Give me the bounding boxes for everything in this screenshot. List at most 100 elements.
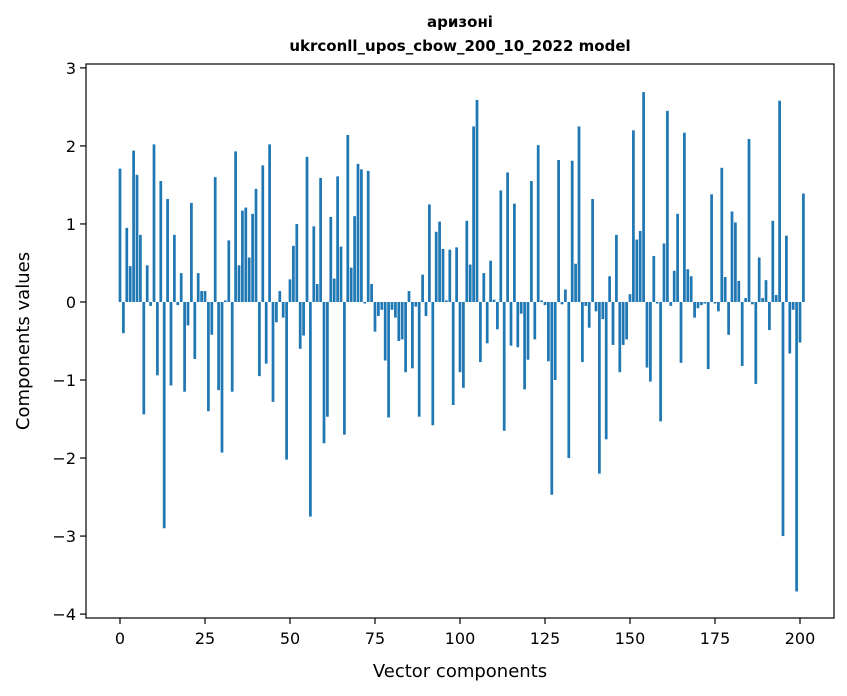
bar-119 (523, 301, 526, 390)
bar-78 (383, 301, 387, 361)
bar-61 (326, 301, 329, 417)
bar-187 (754, 301, 758, 384)
bar-133 (570, 160, 574, 302)
bar-194 (778, 100, 781, 302)
bar-112 (499, 190, 503, 302)
bar-152 (635, 239, 639, 302)
bar-80 (390, 301, 394, 310)
bar-90 (424, 301, 428, 317)
bar-56 (309, 301, 312, 517)
bar-126 (547, 301, 550, 362)
y-tick-label-1: 1 (66, 215, 76, 234)
bar-29 (217, 301, 220, 391)
x-tick-label-25: 25 (195, 629, 215, 648)
x-tick-label-125: 125 (530, 629, 561, 648)
bar-0 (118, 168, 122, 302)
bar-42 (261, 165, 265, 302)
bar-163 (672, 270, 676, 302)
bar-86 (411, 301, 414, 369)
bar-3 (128, 266, 132, 302)
bar-45 (271, 301, 275, 402)
bar-41 (258, 301, 261, 377)
bar-8 (145, 265, 149, 302)
bar-158 (655, 301, 659, 304)
bar-12 (159, 181, 163, 302)
bar-62 (329, 216, 333, 302)
bar-180 (730, 211, 734, 302)
x-tick-label-175: 175 (700, 629, 731, 648)
bar-164 (676, 213, 679, 302)
bars-group (118, 92, 805, 592)
bar-151 (632, 130, 635, 302)
y-tick-label--2: −2 (52, 449, 76, 468)
bar-145 (611, 301, 615, 345)
bar-172 (703, 301, 707, 304)
bar-105 (475, 99, 479, 302)
bar-184 (744, 298, 747, 302)
bar-150 (628, 294, 632, 302)
bar-24 (200, 291, 203, 302)
bar-13 (162, 301, 166, 529)
bar-36 (241, 210, 244, 302)
bar-118 (519, 301, 523, 314)
bar-91 (428, 204, 431, 302)
bar-15 (169, 301, 173, 386)
x-axis-label: Vector components (373, 661, 547, 682)
chart-title-line2: ukrconll_upos_cbow_200_10_2022 model (289, 37, 630, 55)
bar-89 (421, 274, 424, 302)
bar-154 (642, 92, 645, 302)
bar-129 (557, 159, 560, 302)
bar-70 (356, 163, 360, 302)
bar-14 (166, 198, 169, 302)
bar-157 (652, 255, 656, 302)
bar-170 (696, 301, 700, 309)
y-axis-label: Components values (13, 252, 34, 430)
bar-37 (244, 207, 248, 302)
bar-44 (268, 144, 271, 302)
bar-4 (132, 150, 135, 302)
bar-72 (363, 301, 367, 304)
bar-48 (281, 301, 285, 318)
bar-106 (479, 301, 482, 363)
bar-32 (227, 240, 231, 302)
bar-147 (618, 301, 622, 373)
bar-110 (492, 299, 496, 302)
bar-193 (774, 294, 778, 302)
bar-125 (543, 301, 547, 306)
bar-47 (278, 291, 282, 302)
bar-142 (601, 301, 605, 320)
x-tick-label-200: 200 (785, 629, 816, 648)
bar-54 (302, 301, 305, 336)
bar-53 (298, 301, 302, 349)
bar-137 (584, 301, 588, 306)
bar-99 (455, 247, 458, 302)
bar-84 (404, 301, 407, 373)
bar-73 (366, 170, 370, 302)
bar-22 (193, 301, 197, 359)
bar-161 (666, 110, 669, 302)
bar-149 (625, 301, 628, 340)
bar-28 (213, 177, 217, 302)
bar-46 (275, 301, 278, 323)
bar-155 (645, 301, 649, 368)
bar-92 (431, 301, 435, 426)
bar-162 (669, 301, 673, 306)
bar-173 (706, 301, 710, 370)
bar-183 (740, 301, 744, 366)
bar-115 (509, 301, 513, 346)
bar-52 (295, 223, 299, 302)
bar-88 (417, 301, 421, 417)
chart-title-line1: аризоні (427, 13, 493, 31)
bar-136 (581, 301, 584, 363)
bar-182 (737, 280, 741, 302)
bar-30 (220, 301, 224, 453)
x-axis: 0 25 50 75 100 125 150 175 200 (115, 618, 815, 648)
bar-199 (795, 301, 798, 592)
bar-167 (686, 269, 690, 302)
bar-160 (662, 243, 666, 302)
bar-5 (135, 174, 139, 302)
y-tick-label--4: −4 (52, 605, 76, 624)
bar-120 (526, 301, 530, 360)
bar-34 (234, 151, 237, 302)
bar-71 (360, 169, 363, 302)
